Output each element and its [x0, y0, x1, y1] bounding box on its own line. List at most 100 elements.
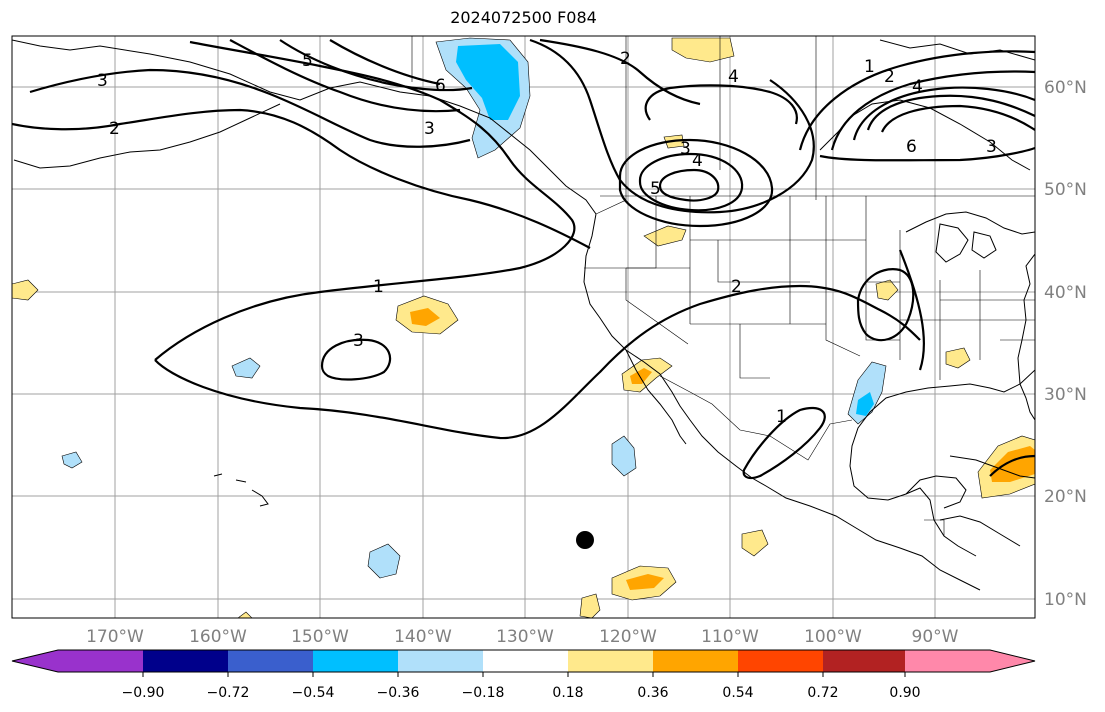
contour-1-pacific	[154, 40, 576, 361]
contour-3-canada-east	[852, 86, 1035, 141]
lon-labels: 170°W 160°W 150°W 140°W 130°W 120°W 110°…	[86, 627, 959, 647]
marker-filled-circle	[576, 531, 594, 549]
colorbar-tick-label: 0.36	[637, 685, 668, 701]
shade-canada-north	[671, 37, 735, 63]
colorbar-tick-label: −0.54	[292, 685, 335, 701]
colorbar-tick-label: −0.72	[207, 685, 250, 701]
shade-central-am	[741, 529, 769, 557]
contour-1-canada-east	[798, 50, 1035, 151]
contour-3-yukon	[644, 84, 798, 125]
lon-label: 100°W	[804, 627, 862, 647]
colorbar-tick-label: 0.90	[889, 685, 920, 701]
colorbar-segment	[398, 650, 483, 672]
map-title: 2024072500 F084	[450, 8, 597, 27]
contour-label: 6	[435, 76, 446, 96]
shade-hawaii-south	[61, 451, 83, 469]
colorbar-extend-right	[990, 650, 1035, 672]
alaska-coast	[12, 39, 597, 215]
gulf-coast	[849, 369, 1035, 557]
colorbar-segment	[58, 650, 143, 672]
contour-1-mexico	[742, 406, 826, 480]
aleutians	[13, 103, 281, 169]
colorbar-tick-label: 0.54	[722, 685, 753, 701]
contour-6-nw	[329, 39, 441, 86]
shade-mexico-pac	[611, 435, 637, 477]
hawaii	[213, 473, 269, 507]
contour-gulf-loop	[856, 268, 915, 342]
contour-label: 4	[728, 67, 739, 87]
contour-label: 4	[692, 151, 703, 171]
colorbar-segment	[905, 650, 990, 672]
contour-label: 3	[986, 137, 997, 157]
contour-6-canada-east	[880, 104, 1035, 133]
west-coast	[583, 213, 981, 591]
contour-label: 4	[912, 77, 923, 97]
lat-label: 60°N	[1044, 78, 1087, 98]
map-frame	[11, 35, 1036, 619]
colorbar-segment	[483, 650, 568, 672]
colorbar-segment	[228, 650, 313, 672]
colorbar: −0.90 −0.72 −0.54 −0.36 −0.18 0.18 0.36 …	[11, 649, 1036, 701]
shade-pac-south	[579, 593, 601, 618]
contour-5-midwest	[658, 168, 720, 202]
contour-2-yukon	[539, 38, 701, 106]
colorbar-segment	[738, 650, 823, 672]
shade-idaho	[643, 225, 687, 247]
baja	[625, 349, 687, 445]
shade-baja-inner	[630, 368, 652, 384]
lon-label: 140°W	[394, 627, 452, 647]
contour-labels: 3 2 5 6 3 4 6 3 1 2 4 3 4 5 1 3 2 1 2	[97, 49, 997, 427]
contour-3-midwest	[618, 138, 774, 228]
east-coast	[1017, 253, 1035, 385]
lon-label: 160°W	[189, 627, 247, 647]
shade-pac-tropical-blue	[367, 543, 401, 579]
colorbar-segment	[568, 650, 653, 672]
contour-label: 3	[424, 119, 435, 139]
contour-3-nw	[29, 68, 471, 148]
contour-4-midwest	[638, 152, 744, 212]
contour-caribbean	[989, 454, 1035, 477]
contour-2-east	[898, 249, 926, 371]
contour-4-canada-east	[866, 94, 1035, 131]
shade-bottom-left	[237, 611, 253, 618]
shade-georgia	[945, 347, 971, 369]
lon-label: 120°W	[599, 627, 657, 647]
contour-label: 1	[373, 277, 384, 297]
contour-5-nw	[279, 39, 473, 92]
colorbar-outline	[11, 649, 1036, 673]
shade-missouri	[875, 279, 899, 301]
contour-label: 2	[884, 67, 895, 87]
lon-label: 90°W	[912, 627, 959, 647]
colorbar-tick-label: 0.72	[807, 685, 838, 701]
contour-label: 3	[680, 139, 691, 159]
contour-2-nw	[12, 108, 591, 249]
florida	[1019, 383, 1035, 421]
lake-shapes	[935, 223, 997, 263]
contour-label: 2	[620, 49, 631, 69]
contour-2-pacific	[154, 284, 921, 440]
contour-2-canada-east	[830, 70, 1035, 151]
contour-label: 1	[776, 407, 787, 427]
yucatan	[905, 475, 967, 509]
contour-label: 1	[864, 57, 875, 77]
colorbar-tick-label: −0.36	[377, 685, 420, 701]
shade-pac-orange-inner	[410, 308, 440, 326]
colorbar-tick-label: −0.18	[462, 685, 505, 701]
shade-hawaii-north	[231, 357, 261, 379]
colorbar-tick-label: 0.18	[552, 685, 583, 701]
great-lakes	[905, 211, 1035, 235]
colorbar-segment	[313, 650, 398, 672]
lon-label: 110°W	[701, 627, 759, 647]
colorbar-extend-left	[12, 650, 58, 672]
contour-label: 3	[353, 331, 364, 351]
lat-label: 30°N	[1044, 385, 1087, 405]
lat-label: 10°N	[1044, 590, 1087, 610]
contour-outer-yukon	[529, 38, 815, 214]
contours	[12, 38, 1035, 480]
contour-4-nw	[229, 39, 461, 113]
lat-label: 20°N	[1044, 487, 1087, 507]
contour-3-pacific	[320, 338, 392, 381]
shade-alaska-inner	[456, 44, 520, 120]
lat-labels: 60°N 50°N 40°N 30°N 20°N 10°N	[1044, 78, 1087, 610]
colorbar-segment	[823, 650, 905, 672]
